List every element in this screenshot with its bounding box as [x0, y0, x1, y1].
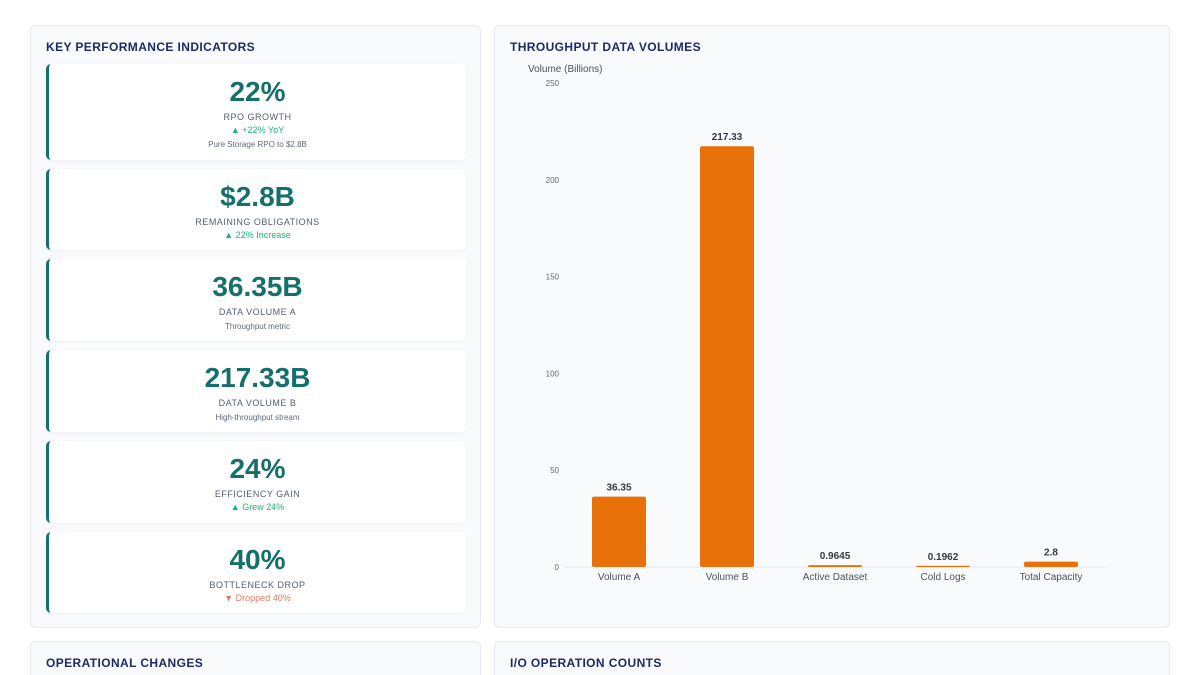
kpi-panel-title: KEY PERFORMANCE INDICATORS: [46, 40, 256, 54]
category-label: Cold Logs: [920, 572, 965, 583]
category-label: Volume B: [706, 572, 749, 583]
bar-chart: Volume (Billions) 0 50 100 150 200 250 36.35 2…: [528, 64, 1105, 583]
kpi-panel: KEY PERFORMANCE INDICATORS 22% RPO GROWT…: [30, 25, 481, 628]
y-axis-label: Volume (Billions): [528, 64, 602, 75]
kpi-value: 22%: [229, 76, 286, 107]
category-label: Total Capacity: [1020, 572, 1083, 583]
io-operation-counts-title: I/O OPERATION COUNTS: [510, 656, 662, 670]
bar-active-dataset: [808, 565, 862, 567]
y-axis-ticks: 0 50 100 150 200 250: [546, 79, 560, 572]
y-tick-label: 50: [550, 466, 559, 475]
data-labels: 36.35 217.33 0.9645 0.1962 2.8: [606, 132, 1058, 563]
bar-total-capacity: [1024, 561, 1078, 567]
kpi-card-data-volume-a: 36.35B DATA VOLUME A Throughput metric: [46, 259, 466, 341]
y-tick-label: 0: [555, 563, 560, 572]
kpi-value: 217.33B: [204, 362, 311, 393]
chart-panel-title: THROUGHPUT DATA VOLUMES: [510, 40, 701, 54]
bar-volume-b: [700, 146, 754, 567]
category-labels: Volume A Volume B Active Dataset Cold Logs T…: [598, 572, 1083, 583]
kpi-card-bottleneck-drop: 40% BOTTLENECK DROP ▼ Dropped 40%: [46, 532, 466, 613]
y-tick-label: 200: [546, 176, 560, 185]
kpi-value: 36.35B: [212, 271, 303, 302]
kpi-label: DATA VOLUME B: [218, 398, 297, 408]
bar-cold-logs: [916, 565, 970, 567]
kpi-card-remaining-obligations: $2.8B REMAINING OBLIGATIONS ▲ 22% Increa…: [46, 169, 466, 250]
kpi-trend: ▲ 22% Increase: [224, 230, 291, 240]
kpi-trend: ▲ +22% YoY: [230, 125, 285, 135]
y-tick-label: 250: [546, 79, 560, 88]
category-label: Active Dataset: [803, 572, 868, 583]
kpi-label: EFFICIENCY GAIN: [214, 489, 301, 499]
kpi-card-efficiency-gain: 24% EFFICIENCY GAIN ▲ Grew 24%: [46, 441, 466, 523]
kpi-value: 40%: [229, 544, 286, 575]
kpi-desc: Throughput metric: [225, 322, 290, 331]
data-label: 36.35: [606, 483, 631, 494]
kpi-card-data-volume-b: 217.33B DATA VOLUME B High-throughput st…: [46, 350, 466, 432]
data-label: 0.1962: [928, 552, 959, 563]
data-label: 2.8: [1044, 548, 1058, 559]
kpi-label: DATA VOLUME A: [218, 307, 297, 317]
operational-changes-panel: OPERATIONAL CHANGES: [30, 641, 481, 675]
kpi-desc: High-throughput stream: [215, 413, 300, 422]
kpi-label: BOTTLENECK DROP: [209, 580, 306, 590]
io-operation-counts-panel: I/O OPERATION COUNTS: [494, 641, 1170, 675]
kpi-trend: ▼ Dropped 40%: [224, 593, 291, 603]
chart-panel: THROUGHPUT DATA VOLUMES Volume (Billions…: [494, 25, 1170, 628]
kpi-card-rpo-growth: 22% RPO GROWTH ▲ +22% YoY Pure Storage R…: [46, 64, 466, 160]
y-tick-label: 100: [546, 369, 560, 378]
kpi-desc: Pure Storage RPO to $2.8B: [208, 140, 307, 149]
bars: [592, 146, 1078, 567]
kpi-label: REMAINING OBLIGATIONS: [195, 217, 320, 227]
y-tick-label: 150: [546, 273, 560, 282]
kpi-label: RPO GROWTH: [223, 112, 292, 122]
bar-volume-a: [592, 496, 646, 567]
data-label: 217.33: [712, 132, 743, 143]
kpi-value: 24%: [229, 453, 286, 484]
kpi-value: $2.8B: [220, 181, 295, 212]
category-label: Volume A: [598, 572, 641, 583]
data-label: 0.9645: [820, 551, 851, 562]
kpi-trend: ▲ Grew 24%: [230, 502, 285, 512]
operational-changes-title: OPERATIONAL CHANGES: [46, 656, 204, 670]
